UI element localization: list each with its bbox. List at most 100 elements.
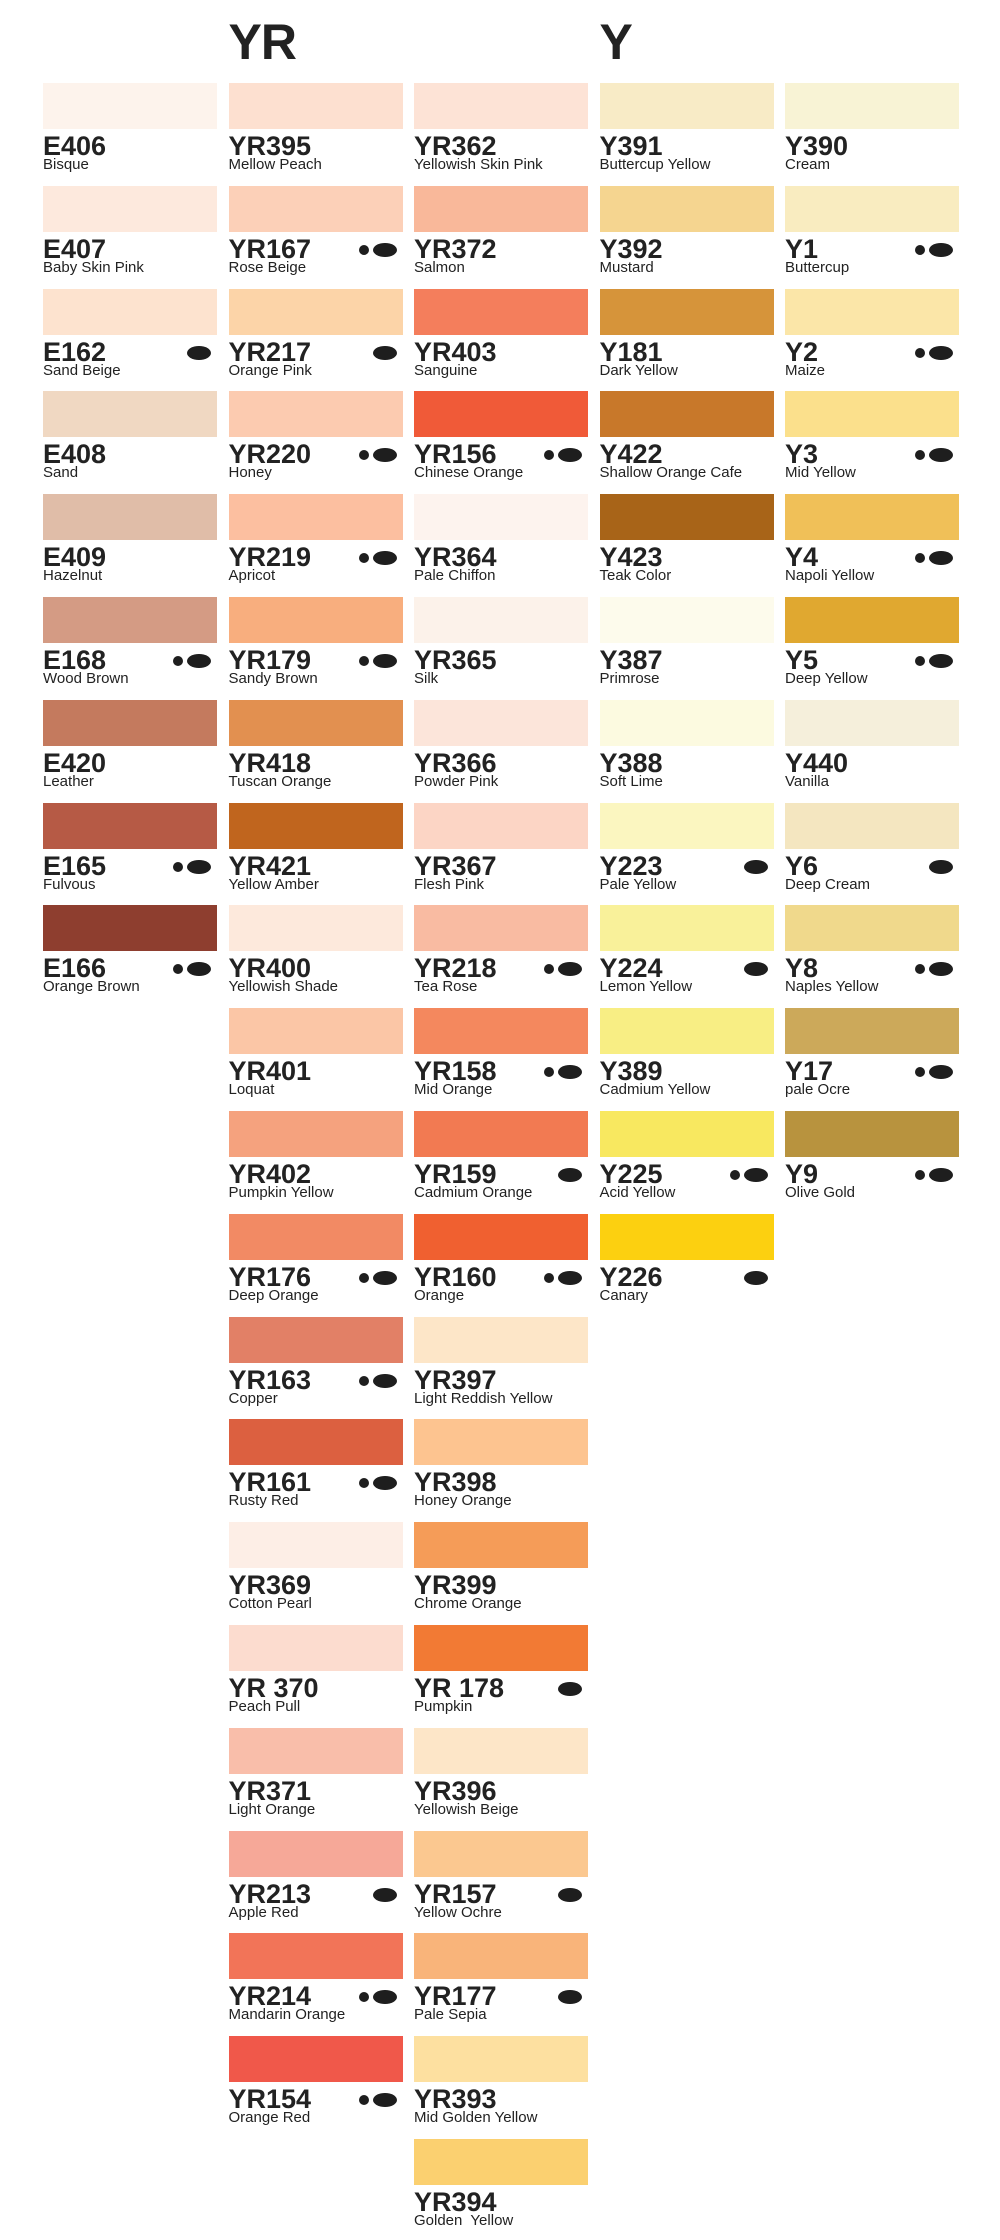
nib-dot-small: [915, 553, 925, 564]
color-name: Mid Orange: [414, 1081, 493, 1099]
nib-dot-small: [729, 1170, 740, 1180]
color-swatch: [43, 699, 217, 746]
nib-dot-large: [929, 345, 953, 360]
color-swatch: [43, 391, 217, 438]
nib-dot-large: [929, 962, 953, 977]
color-code: YR213: [228, 1878, 312, 1909]
color-name: Powder Pink: [414, 772, 499, 790]
color-swatch: [414, 83, 588, 129]
color-code: YR396: [414, 1775, 497, 1806]
color-swatch: [414, 288, 588, 335]
color-code: YR364: [414, 542, 497, 573]
color-swatch: [228, 699, 403, 746]
color-name: Leather: [43, 772, 94, 790]
color-swatch: [785, 391, 959, 438]
color-name: Orange Pink: [228, 361, 312, 379]
group-header: Y: [599, 14, 633, 70]
color-code: YR163: [228, 1364, 312, 1395]
color-swatch: [228, 1008, 403, 1055]
color-swatch: [228, 802, 403, 849]
color-name: Sanguine: [414, 361, 478, 379]
color-name: Pale Yellow: [599, 875, 677, 893]
color-swatch: [599, 494, 774, 541]
color-swatch: [228, 1419, 403, 1466]
color-code: E168: [43, 645, 107, 675]
color-code: YR158: [414, 1056, 497, 1087]
color-swatch: [785, 1111, 959, 1157]
color-code: Y389: [599, 1056, 663, 1087]
color-name: Deep Orange: [228, 1286, 319, 1304]
color-swatch: [599, 288, 774, 335]
color-name: pale Ocre: [785, 1081, 851, 1099]
color-code: YR365: [414, 645, 497, 675]
color-swatch: [414, 1316, 588, 1363]
color-swatch: [228, 1316, 403, 1363]
nib-dot-large: [558, 1065, 582, 1080]
color-swatch: [785, 802, 959, 849]
nib-dot-small: [358, 244, 369, 255]
color-code: Y391: [599, 131, 663, 161]
color-code: E409: [43, 542, 107, 573]
color-swatch: [228, 905, 403, 952]
color-name: Primrose: [599, 670, 660, 687]
color-swatch: [414, 699, 588, 746]
nib-dot-small: [173, 861, 183, 872]
nib-dot-small: [358, 1992, 369, 2003]
color-name: Vanilla: [785, 772, 829, 790]
color-code: YR157: [414, 1878, 497, 1909]
color-code: Y1: [785, 233, 819, 264]
color-swatch: [43, 83, 217, 129]
color-code: YR399: [414, 1570, 497, 1601]
nib-dot-small: [915, 964, 925, 975]
nib-dot-small: [358, 450, 369, 461]
nib-dot-large: [743, 859, 768, 874]
color-code: Y387: [599, 645, 663, 675]
color-swatch: [228, 185, 403, 232]
color-name: Sand Beige: [43, 361, 121, 379]
nib-dot-small: [173, 656, 183, 666]
color-code: Y9: [785, 1159, 819, 1189]
color-name: Flesh Pink: [414, 875, 485, 893]
nib-dot-small: [358, 1478, 369, 1489]
color-name: Soft Lime: [599, 772, 663, 790]
color-code: YR176: [228, 1261, 312, 1292]
color-swatch: [414, 802, 588, 849]
color-swatch: [785, 905, 959, 952]
nib-dot-large: [558, 1990, 582, 2005]
color-swatch: [599, 802, 774, 849]
color-name: Lemon Yellow: [599, 978, 693, 996]
color-code: Y224: [599, 953, 663, 984]
color-swatch: [414, 494, 588, 541]
color-code: YR156: [414, 439, 497, 470]
color-name: Fulvous: [43, 875, 96, 893]
nib-dot-large: [929, 551, 953, 566]
color-swatch: [785, 1008, 959, 1055]
color-swatch: [228, 1727, 403, 1774]
color-name: Yellowish Skin Pink: [414, 156, 543, 173]
color-name: Rose Beige: [228, 258, 307, 276]
nib-dot-small: [915, 244, 925, 255]
nib-dot-large: [372, 345, 397, 360]
color-code: YR401: [228, 1056, 312, 1087]
color-code: YR421: [228, 850, 312, 881]
color-swatch: [228, 83, 403, 129]
nib-dot-large: [558, 1270, 582, 1285]
nib-dot-large: [929, 1168, 953, 1182]
color-name: Pumpkin: [414, 1698, 473, 1715]
color-name: Honey Orange: [414, 1492, 512, 1510]
color-name: Rusty Red: [228, 1492, 299, 1510]
color-swatch: [785, 699, 959, 746]
nib-dot-small: [544, 1272, 554, 1283]
color-name: Napoli Yellow: [785, 567, 875, 585]
color-swatch: [414, 1625, 588, 1671]
color-name: Teak Color: [599, 567, 672, 585]
color-name: Salmon: [414, 258, 465, 276]
nib-dot-small: [173, 964, 183, 975]
color-name: Loquat: [228, 1081, 275, 1099]
color-name: Cadmium Yellow: [599, 1081, 711, 1099]
color-name: Peach Pull: [228, 1698, 301, 1715]
color-swatch: [414, 1419, 588, 1466]
nib-dot-large: [372, 1373, 397, 1388]
color-code: Y6: [785, 850, 819, 881]
